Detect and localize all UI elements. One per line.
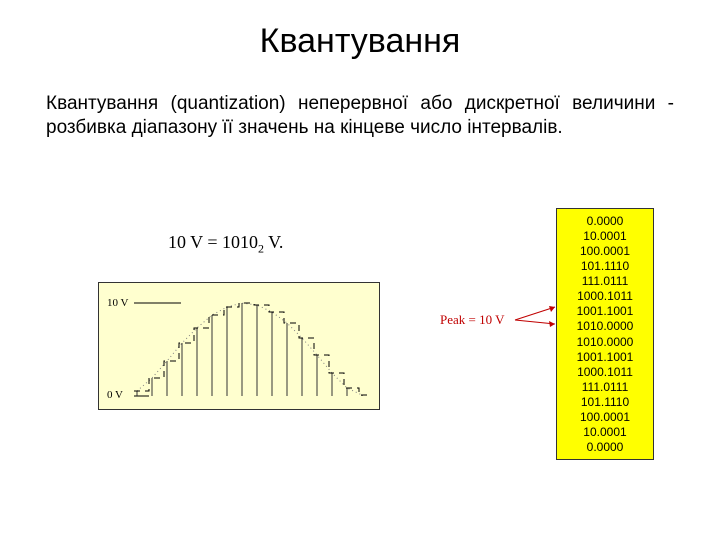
binary-value: 1010.0000 (577, 320, 634, 332)
binary-value: 10.0001 (583, 426, 626, 438)
binary-value: 1001.1001 (577, 305, 634, 317)
wave-diagram: 10 V 0 V (98, 282, 380, 410)
binary-value: 10.0001 (583, 230, 626, 242)
binary-values-box: 0.0000 10.0001 100.0001 101.1110 111.0111 100… (556, 208, 654, 460)
peak-label: Peak = 10 V (440, 312, 505, 328)
binary-value: 1001.1001 (577, 351, 634, 363)
binary-value: 100.0001 (580, 411, 630, 423)
binary-value: 0.0000 (587, 215, 624, 227)
binary-value: 101.1110 (581, 260, 629, 272)
slide-title: Квантування (0, 22, 720, 61)
wave-label-top: 10 V (107, 297, 129, 309)
definition-text: Квантування (quantization) неперервної а… (46, 92, 674, 140)
wave-label-bottom: 0 V (107, 389, 123, 401)
binary-value: 111.0111 (582, 275, 629, 287)
binary-value: 101.1110 (581, 396, 629, 408)
binary-value: 1010.0000 (577, 336, 634, 348)
wave-svg (99, 283, 379, 409)
slide: Квантування Квантування (quantization) н… (0, 0, 720, 540)
binary-value: 111.0111 (582, 381, 629, 393)
binary-value: 0.0000 (587, 441, 624, 453)
binary-value: 100.0001 (580, 245, 630, 257)
binary-value: 1000.1011 (577, 290, 633, 302)
binary-equation: 10 V = 10102 V. (168, 232, 283, 257)
binary-value: 1000.1011 (577, 366, 633, 378)
